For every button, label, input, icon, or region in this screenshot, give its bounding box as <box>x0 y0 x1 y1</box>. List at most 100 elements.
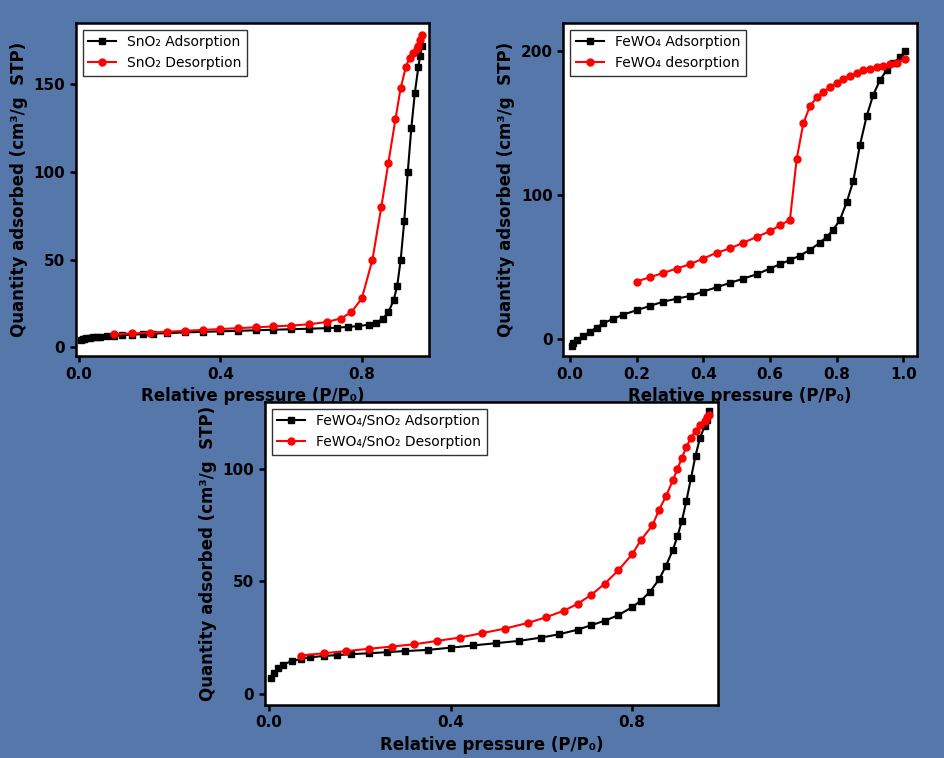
FeWO₄/SnO₂ Adsorption <box>689 451 700 460</box>
FeWO₄ Adsorption <box>710 283 721 292</box>
FeWO₄/SnO₂ Desorption <box>653 505 665 514</box>
FeWO₄ Adsorption <box>750 270 762 279</box>
FeWO₄/SnO₂ Desorption <box>362 644 374 653</box>
FeWO₄ Adsorption <box>886 58 898 67</box>
FeWO₄ desorption <box>810 93 821 102</box>
FeWO₄/SnO₂ Adsorption <box>422 645 433 654</box>
FeWO₄/SnO₂ Adsorption <box>653 575 665 584</box>
FeWO₄/SnO₂ Desorption <box>571 600 582 609</box>
FeWO₄ Adsorption <box>893 53 904 62</box>
FeWO₄ desorption <box>710 248 721 257</box>
SnO₂ Adsorption <box>197 327 209 337</box>
FeWO₄/SnO₂ Adsorption <box>699 422 710 431</box>
FeWO₄/SnO₂ Desorption <box>295 651 306 660</box>
SnO₂ Desorption <box>232 324 244 333</box>
FeWO₄ desorption <box>750 233 762 242</box>
SnO₂ Desorption <box>413 41 424 50</box>
X-axis label: Relative pressure (P/P₀): Relative pressure (P/P₀) <box>628 387 851 406</box>
SnO₂ Desorption <box>403 53 414 62</box>
SnO₂ Adsorption <box>76 335 87 344</box>
FeWO₄ desorption <box>884 60 895 69</box>
SnO₂ Adsorption <box>331 323 343 332</box>
SnO₂ Desorption <box>375 202 386 211</box>
FeWO₄/SnO₂ Adsorption <box>684 474 696 483</box>
SnO₂ Desorption <box>415 30 427 39</box>
FeWO₄/SnO₂ Desorption <box>585 590 597 600</box>
FeWO₄ desorption <box>784 215 795 224</box>
SnO₂ Desorption <box>334 314 346 323</box>
FeWO₄/SnO₂ Adsorption <box>268 669 279 678</box>
SnO₂ Adsorption <box>102 332 113 341</box>
Line: FeWO₄ desorption: FeWO₄ desorption <box>632 55 907 285</box>
FeWO₄ desorption <box>817 87 828 96</box>
FeWO₄ desorption <box>644 273 655 282</box>
SnO₂ Adsorption <box>267 325 278 334</box>
SnO₂ Adsorption <box>352 321 363 330</box>
FeWO₄/SnO₂ Desorption <box>453 633 464 642</box>
FeWO₄/SnO₂ Desorption <box>689 427 700 436</box>
SnO₂ Desorption <box>126 329 138 338</box>
FeWO₄ Adsorption <box>607 315 618 324</box>
SnO₂ Desorption <box>395 83 406 92</box>
FeWO₄ desorption <box>683 260 695 269</box>
FeWO₄/SnO₂ Adsorption <box>295 654 306 663</box>
FeWO₄/SnO₂ Adsorption <box>535 633 547 642</box>
FeWO₄/SnO₂ Desorption <box>684 433 696 442</box>
SnO₂ Adsorption <box>321 324 332 333</box>
SnO₂ Adsorption <box>214 327 226 336</box>
FeWO₄/SnO₂ Adsorption <box>626 603 637 612</box>
SnO₂ Adsorption <box>80 334 92 343</box>
FeWO₄ desorption <box>657 268 668 277</box>
FeWO₄/SnO₂ Adsorption <box>286 656 297 666</box>
FeWO₄/SnO₂ Desorption <box>660 491 671 500</box>
FeWO₄ desorption <box>870 63 882 72</box>
FeWO₄ Adsorption <box>565 342 577 351</box>
FeWO₄/SnO₂ Desorption <box>340 647 351 656</box>
Line: FeWO₄/SnO₂ Adsorption: FeWO₄/SnO₂ Adsorption <box>268 407 712 681</box>
FeWO₄/SnO₂ Adsorption <box>676 516 687 525</box>
FeWO₄ desorption <box>890 58 902 67</box>
SnO₂ Desorption <box>411 45 422 54</box>
FeWO₄ desorption <box>823 83 834 92</box>
SnO₂ Desorption <box>303 320 314 329</box>
FeWO₄/SnO₂ Adsorption <box>277 660 288 669</box>
SnO₂ Desorption <box>285 321 296 330</box>
FeWO₄/SnO₂ Desorption <box>680 442 691 451</box>
SnO₂ Adsorption <box>78 334 90 343</box>
FeWO₄/SnO₂ Desorption <box>626 550 637 559</box>
SnO₂ Adsorption <box>76 334 88 343</box>
SnO₂ Adsorption <box>88 333 99 342</box>
FeWO₄/SnO₂ Adsorption <box>700 415 712 424</box>
FeWO₄/SnO₂ Adsorption <box>317 651 329 660</box>
FeWO₄/SnO₂ Adsorption <box>272 663 283 672</box>
FeWO₄ Adsorption <box>867 90 878 99</box>
FeWO₄/SnO₂ Desorption <box>676 453 687 462</box>
SnO₂ Adsorption <box>362 320 374 329</box>
FeWO₄/SnO₂ Adsorption <box>680 496 691 505</box>
FeWO₄ desorption <box>843 71 854 80</box>
SnO₂ Adsorption <box>84 334 95 343</box>
FeWO₄/SnO₂ Adsorption <box>381 647 393 656</box>
FeWO₄ Adsorption <box>583 327 595 337</box>
X-axis label: Relative pressure (P/P₀): Relative pressure (P/P₀) <box>379 736 602 754</box>
SnO₂ Adsorption <box>398 217 410 226</box>
FeWO₄ Adsorption <box>697 287 708 296</box>
SnO₂ Desorption <box>400 62 412 71</box>
FeWO₄ Adsorption <box>847 177 858 186</box>
Y-axis label: Quantity adsorbed (cm³/g  STP): Quantity adsorbed (cm³/g STP) <box>9 42 28 337</box>
SnO₂ Desorption <box>356 294 367 303</box>
FeWO₄ Adsorption <box>784 255 795 265</box>
FeWO₄/SnO₂ Adsorption <box>362 649 374 658</box>
FeWO₄/SnO₂ Adsorption <box>644 587 655 596</box>
SnO₂ Desorption <box>414 36 426 45</box>
SnO₂ Desorption <box>321 318 332 327</box>
FeWO₄ Adsorption <box>853 140 865 149</box>
FeWO₄ Adsorption <box>773 260 784 269</box>
Line: SnO₂ Adsorption: SnO₂ Adsorption <box>77 42 425 343</box>
FeWO₄/SnO₂ Adsorption <box>304 653 315 662</box>
SnO₂ Adsorption <box>409 89 420 98</box>
FeWO₄ Adsorption <box>567 339 579 348</box>
FeWO₄/SnO₂ Adsorption <box>513 637 524 646</box>
X-axis label: Relative pressure (P/P₀): Relative pressure (P/P₀) <box>141 387 363 406</box>
FeWO₄ Adsorption <box>723 278 734 287</box>
